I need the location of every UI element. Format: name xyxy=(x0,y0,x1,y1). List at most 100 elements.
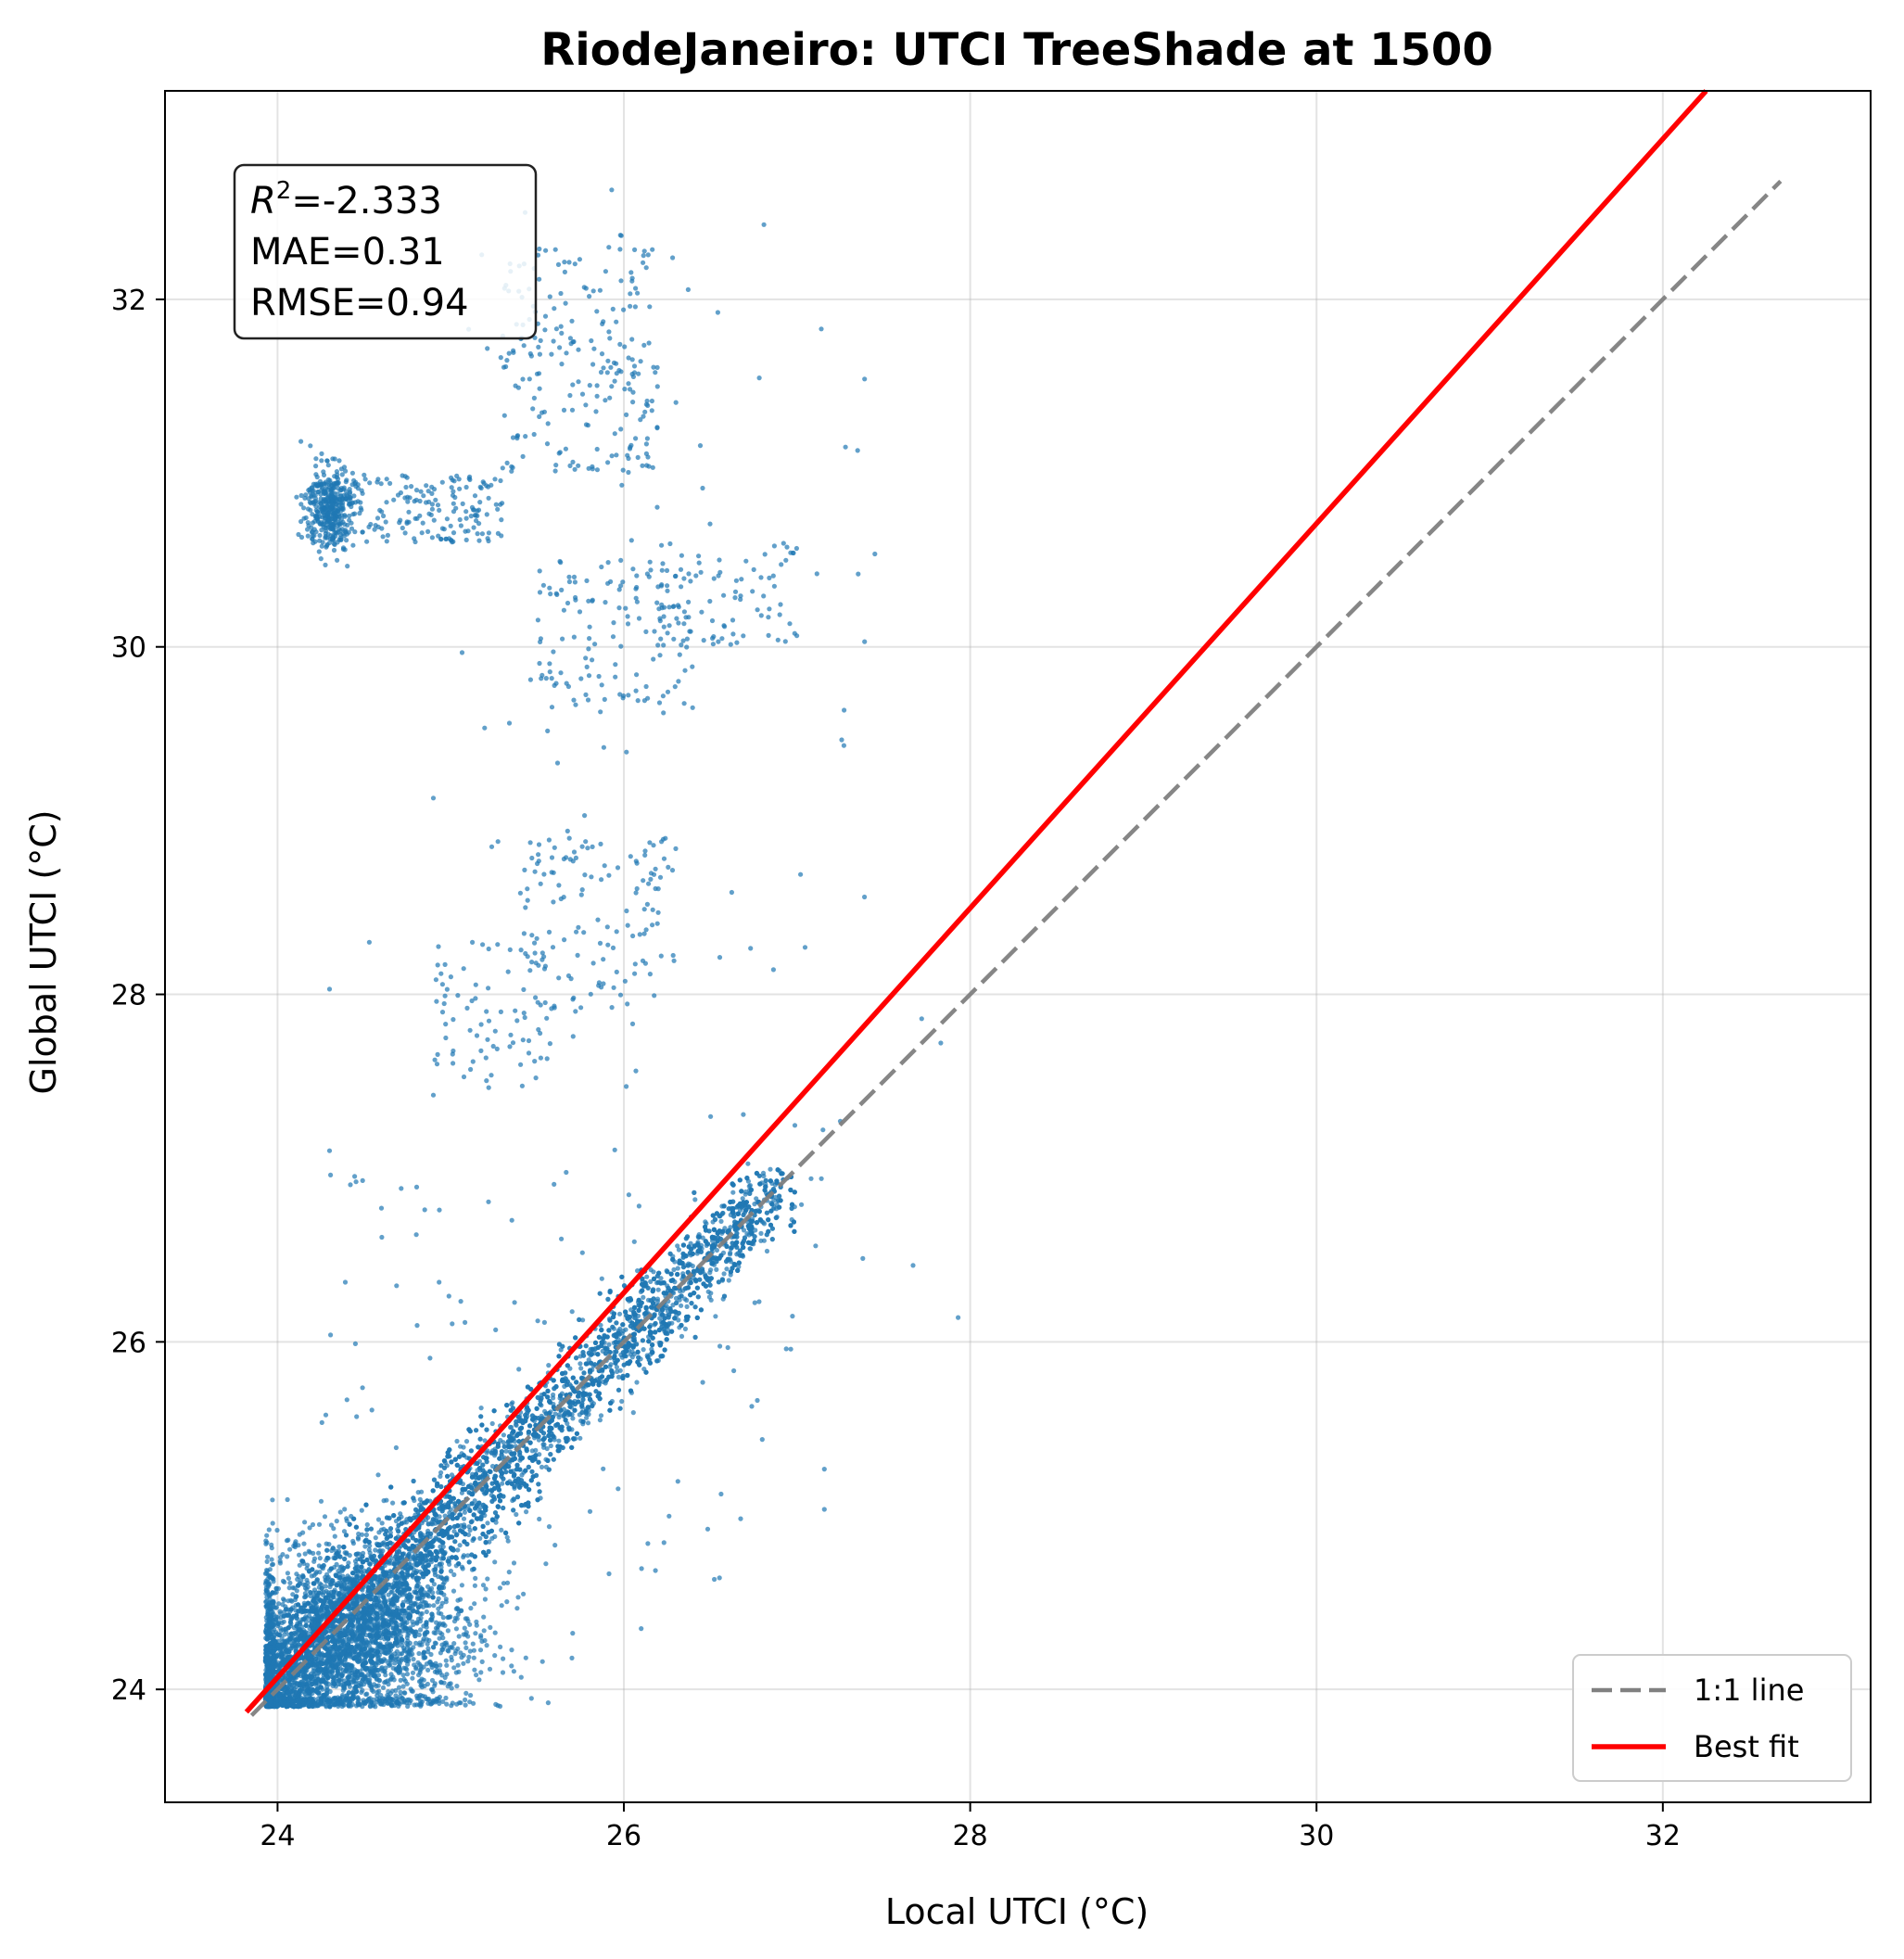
scatter-point xyxy=(507,1444,513,1449)
scatter-point xyxy=(629,1355,635,1360)
scatter-point xyxy=(655,1287,661,1292)
scatter-point xyxy=(384,1528,389,1533)
scatter-point xyxy=(557,1393,564,1399)
scatter-point xyxy=(690,1263,695,1269)
scatter-point xyxy=(648,1278,654,1284)
scatter-point xyxy=(548,1452,553,1457)
scatter-point xyxy=(342,1556,348,1562)
scatter-point xyxy=(509,1401,514,1407)
scatter-point xyxy=(366,1546,372,1553)
scatter-point xyxy=(485,1520,490,1526)
scatter-point xyxy=(585,1420,591,1426)
scatter-point xyxy=(808,1176,814,1181)
scatter-point xyxy=(597,1418,603,1423)
scatter-point xyxy=(676,1247,682,1253)
scatter-point xyxy=(769,1237,775,1242)
scatter-point xyxy=(684,1297,690,1304)
scatter-point xyxy=(462,1524,467,1530)
scatter-point xyxy=(514,1495,521,1500)
grid-lines xyxy=(165,91,1871,1802)
scatter-point xyxy=(556,1412,563,1418)
scatter-point xyxy=(529,1469,535,1474)
scatter-point xyxy=(524,1509,529,1515)
scatter-point xyxy=(721,1271,727,1277)
scatter-point xyxy=(454,1438,460,1444)
scatter-point xyxy=(712,1216,718,1222)
scatter-point xyxy=(484,1450,489,1456)
scatter-point xyxy=(764,1210,770,1215)
scatter-point xyxy=(728,1250,733,1255)
scatter-point xyxy=(463,1439,470,1444)
scatter-point xyxy=(376,1530,382,1535)
scatter-point xyxy=(498,1437,503,1444)
scatter-point xyxy=(671,1266,677,1273)
scatter-point xyxy=(692,1304,698,1310)
scatter-point xyxy=(455,1547,461,1553)
scatter-point xyxy=(654,1296,661,1302)
scatter-point xyxy=(478,1414,484,1419)
scatter-point xyxy=(718,1218,724,1224)
scatter-point xyxy=(741,1212,746,1217)
scatter-point xyxy=(413,1507,419,1512)
scatter-point xyxy=(724,1266,730,1272)
scatter-point xyxy=(473,1428,479,1433)
scatter-point xyxy=(461,1516,467,1521)
scatter-point xyxy=(745,1161,751,1166)
scatter-point xyxy=(605,1296,611,1302)
scatter-point xyxy=(484,1427,489,1432)
scatter-point xyxy=(597,1291,603,1296)
scatter-point xyxy=(746,1183,752,1189)
scatter-point xyxy=(511,1496,516,1502)
scatter-point xyxy=(503,1448,509,1454)
scatter-point xyxy=(716,1279,722,1285)
scatter-point xyxy=(675,1243,680,1249)
scatter-point xyxy=(544,1445,550,1452)
scatter-point xyxy=(363,1532,369,1538)
scatter-point xyxy=(428,1531,434,1536)
scatter-point xyxy=(617,1367,623,1373)
scatter-point xyxy=(578,1366,584,1371)
scatter-point xyxy=(499,1527,504,1533)
scatter-point xyxy=(482,1438,488,1444)
scatter-point xyxy=(537,1489,542,1495)
scatter-point xyxy=(614,1365,620,1370)
scatter-point xyxy=(478,1509,484,1515)
chart-title: RiodeJaneiro: UTCI TreeShade at 1500 xyxy=(540,24,1492,76)
scatter-point xyxy=(578,1361,583,1367)
scatter-point xyxy=(490,1495,497,1500)
scatter-point xyxy=(569,1309,575,1315)
scatter-point xyxy=(679,1303,684,1308)
scatter-point xyxy=(623,1327,628,1332)
scatter-point xyxy=(714,1266,719,1272)
scatter-point xyxy=(634,1380,640,1385)
scatter-point xyxy=(438,1463,444,1469)
scatter-point xyxy=(514,1422,519,1428)
scatter-point xyxy=(616,1311,623,1317)
scatter-point xyxy=(556,1438,562,1444)
scatter-point xyxy=(466,1559,472,1565)
scatter-point xyxy=(635,1268,641,1274)
scatter-point xyxy=(501,1505,506,1511)
scatter-point xyxy=(462,1509,467,1515)
scatter-point xyxy=(511,1507,516,1513)
scatter-point xyxy=(684,1304,690,1309)
scatter-point xyxy=(580,1396,586,1403)
scatter-point xyxy=(574,1355,579,1361)
scatter-point xyxy=(619,1398,625,1405)
scatter-point xyxy=(679,1333,685,1339)
scatter-point xyxy=(799,1202,805,1207)
scatter-point xyxy=(601,1379,606,1385)
scatter-point xyxy=(763,1177,768,1183)
scatter-point xyxy=(708,1267,714,1273)
scatter-point xyxy=(541,1442,547,1447)
scatter-point xyxy=(364,1527,370,1533)
scatter-point xyxy=(777,1193,782,1199)
scatter-point xyxy=(692,1189,697,1195)
scatter-point xyxy=(489,1463,496,1469)
scatter-point xyxy=(477,1436,483,1442)
scatter-point xyxy=(617,1326,623,1331)
scatter-point xyxy=(546,1363,552,1368)
scatter-point xyxy=(598,1322,603,1328)
scatter-point xyxy=(501,1432,507,1438)
